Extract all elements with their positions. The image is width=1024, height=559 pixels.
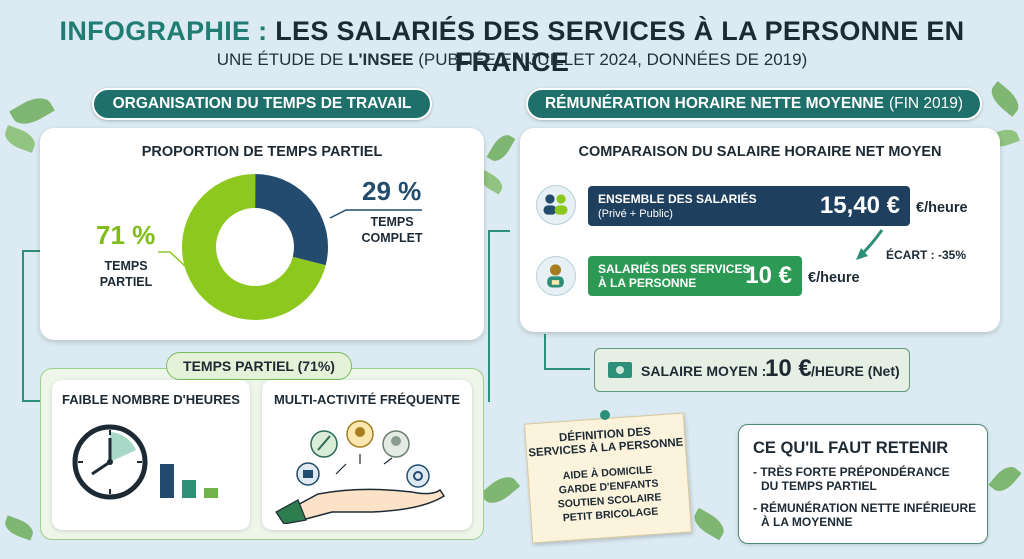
definition-title: DÉFINITION DES SERVICES À LA PERSONNE [526, 424, 685, 461]
row-services-personne: SALARIÉS DES SERVICES À LA PERSONNE 10 € [588, 256, 802, 296]
title-main: LES SALARIÉS DES SERVICES À LA PERSONNE … [275, 16, 965, 77]
page-title: INFOGRAPHIE : LES SALARIÉS DES SERVICES … [0, 16, 1024, 78]
donut-slice-partiel [182, 174, 328, 320]
worker-avatar-icon [536, 256, 576, 296]
connector-line [544, 334, 546, 370]
retenir-item: - TRÈS FORTE PRÉPONDÉRANCE DU TEMPS PART… [753, 465, 950, 493]
salary-comparison-card: COMPARAISON DU SALAIRE HORAIRE NET MOYEN [520, 128, 1000, 332]
temps-partiel-pill: TEMPS PARTIEL (71%) [166, 352, 352, 380]
row-services-label-line: SALARIÉS DES SERVICES [598, 262, 751, 276]
subtitle-part-c: (PUBLIÉE EN JUILLET 2024, DONNÉES DE 201… [418, 50, 808, 69]
salaire-moyen-unit: /HEURE (Net) [811, 363, 900, 379]
clock-icon [72, 424, 148, 500]
section-pill-temps-travail: ORGANISATION DU TEMPS DE TRAVAIL [92, 88, 432, 120]
cleaning-icon [310, 430, 338, 458]
card-title: PROPORTION DE TEMPS PARTIEL [141, 144, 383, 160]
complet-percentage: 29 % [362, 176, 422, 206]
title-prefix: INFOGRAPHIE : [59, 16, 268, 46]
retenir-title: CE QU'IL FAUT RETENIR [753, 439, 949, 457]
partiel-label: TEMPS PARTIEL [94, 258, 158, 290]
multi-activite-card: MULTI-ACTIVITÉ FRÉQUENTE [262, 380, 472, 530]
salaire-moyen-label: SALAIRE MOYEN : [641, 363, 767, 379]
leaf-decoration [9, 91, 55, 131]
callout-lines [158, 209, 422, 281]
leaf-decoration [689, 507, 729, 541]
tools-icon [406, 464, 430, 488]
open-hand-icon [275, 488, 446, 524]
definition-note: DÉFINITION DES SERVICES À LA PERSONNE AI… [524, 412, 692, 544]
retenir-item-line: À LA MOYENNE [761, 515, 853, 529]
row-services-label-line: À LA PERSONNE [598, 276, 697, 290]
complet-label-line: COMPLET [361, 231, 423, 245]
complet-label: TEMPS COMPLET [352, 214, 432, 246]
partiel-label-line: PARTIEL [99, 275, 153, 289]
group-avatar-icon [536, 185, 576, 225]
section-pill-label: RÉMUNÉRATION HORAIRE NETTE MOYENNE [544, 95, 884, 112]
salaire-moyen-badge: SALAIRE MOYEN : 10 € /HEURE (Net) [594, 348, 910, 392]
partiel-label-line: TEMPS [104, 259, 148, 273]
connector-line [544, 368, 590, 370]
section-pill-suffix: (FIN 2019) [888, 95, 964, 112]
section-pill-remuneration: RÉMUNÉRATION HORAIRE NETTE MOYENNE (FIN … [526, 88, 982, 120]
subtitle-part-a: UNE ÉTUDE DE [216, 50, 344, 69]
row-services-label: SALARIÉS DES SERVICES À LA PERSONNE [598, 262, 750, 290]
ecart-label: ÉCART : -35% [886, 248, 967, 262]
donut-slice-complet [182, 174, 328, 320]
pin-icon [600, 410, 610, 420]
row-ensemble-salaries: ENSEMBLE DES SALARIÉS (Privé + Public) 1… [588, 186, 910, 226]
multi-activity-icons [275, 420, 446, 524]
row-ensemble-unit: €/heure [916, 200, 968, 216]
banknote-icon [608, 362, 632, 378]
faible-heures-card: FAIBLE NOMBRE D'HEURES [52, 380, 250, 530]
row-services-unit: €/heure [808, 270, 860, 286]
faible-heures-title: FAIBLE NOMBRE D'HEURES [62, 392, 240, 407]
retenir-item-line: - TRÈS FORTE PRÉPONDÉRANCE [753, 465, 950, 479]
row-ensemble-label: ENSEMBLE DES SALARIÉS [598, 192, 757, 206]
leaf-decoration [988, 461, 1022, 497]
elderly-icon [382, 430, 410, 458]
bar-steps-icon [160, 464, 218, 498]
leaf-decoration [2, 515, 36, 541]
salaire-moyen-value: 10 € [765, 355, 812, 382]
child-icon [346, 420, 374, 448]
donut-chart [182, 174, 328, 320]
complet-label-line: TEMPS [370, 215, 414, 229]
leaf-decoration [1, 125, 39, 153]
section-pill-label: ORGANISATION DU TEMPS DE TRAVAIL [112, 95, 412, 112]
card-title: COMPARAISON DU SALAIRE HORAIRE NET MOYEN [578, 144, 942, 160]
connector-line [22, 250, 42, 252]
multi-activite-title: MULTI-ACTIVITÉ FRÉQUENTE [273, 392, 461, 407]
connector-line [488, 230, 510, 232]
connector-line [488, 230, 490, 402]
leaf-decoration [479, 470, 521, 510]
retenir-item-line: DU TEMPS PARTIEL [761, 479, 877, 493]
retenir-box: CE QU'IL FAUT RETENIR - TRÈS FORTE PRÉPO… [738, 424, 988, 544]
connector-line [22, 250, 24, 400]
ecart-arrow-icon [856, 229, 884, 260]
connector-line [22, 400, 44, 402]
retenir-item-line: - RÉMUNÉRATION NETTE INFÉRIEURE [753, 501, 977, 515]
row-ensemble-sublabel: (Privé + Public) [598, 208, 673, 220]
leaf-decoration [986, 81, 1024, 117]
row-services-value: 10 € [745, 262, 792, 289]
tutoring-icon [296, 462, 320, 486]
retenir-item: - RÉMUNÉRATION NETTE INFÉRIEURE À LA MOY… [753, 501, 976, 529]
subtitle-part-b: L'INSEE [348, 50, 414, 69]
partiel-percentage: 71 % [96, 220, 156, 250]
page-subtitle: UNE ÉTUDE DE L'INSEE (PUBLIÉE EN JUILLET… [0, 50, 1024, 70]
row-ensemble-value: 15,40 € [819, 192, 900, 219]
leaf-decoration [486, 131, 516, 165]
